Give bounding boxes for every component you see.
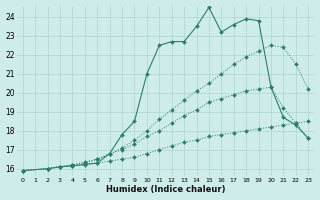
X-axis label: Humidex (Indice chaleur): Humidex (Indice chaleur) <box>106 185 225 194</box>
